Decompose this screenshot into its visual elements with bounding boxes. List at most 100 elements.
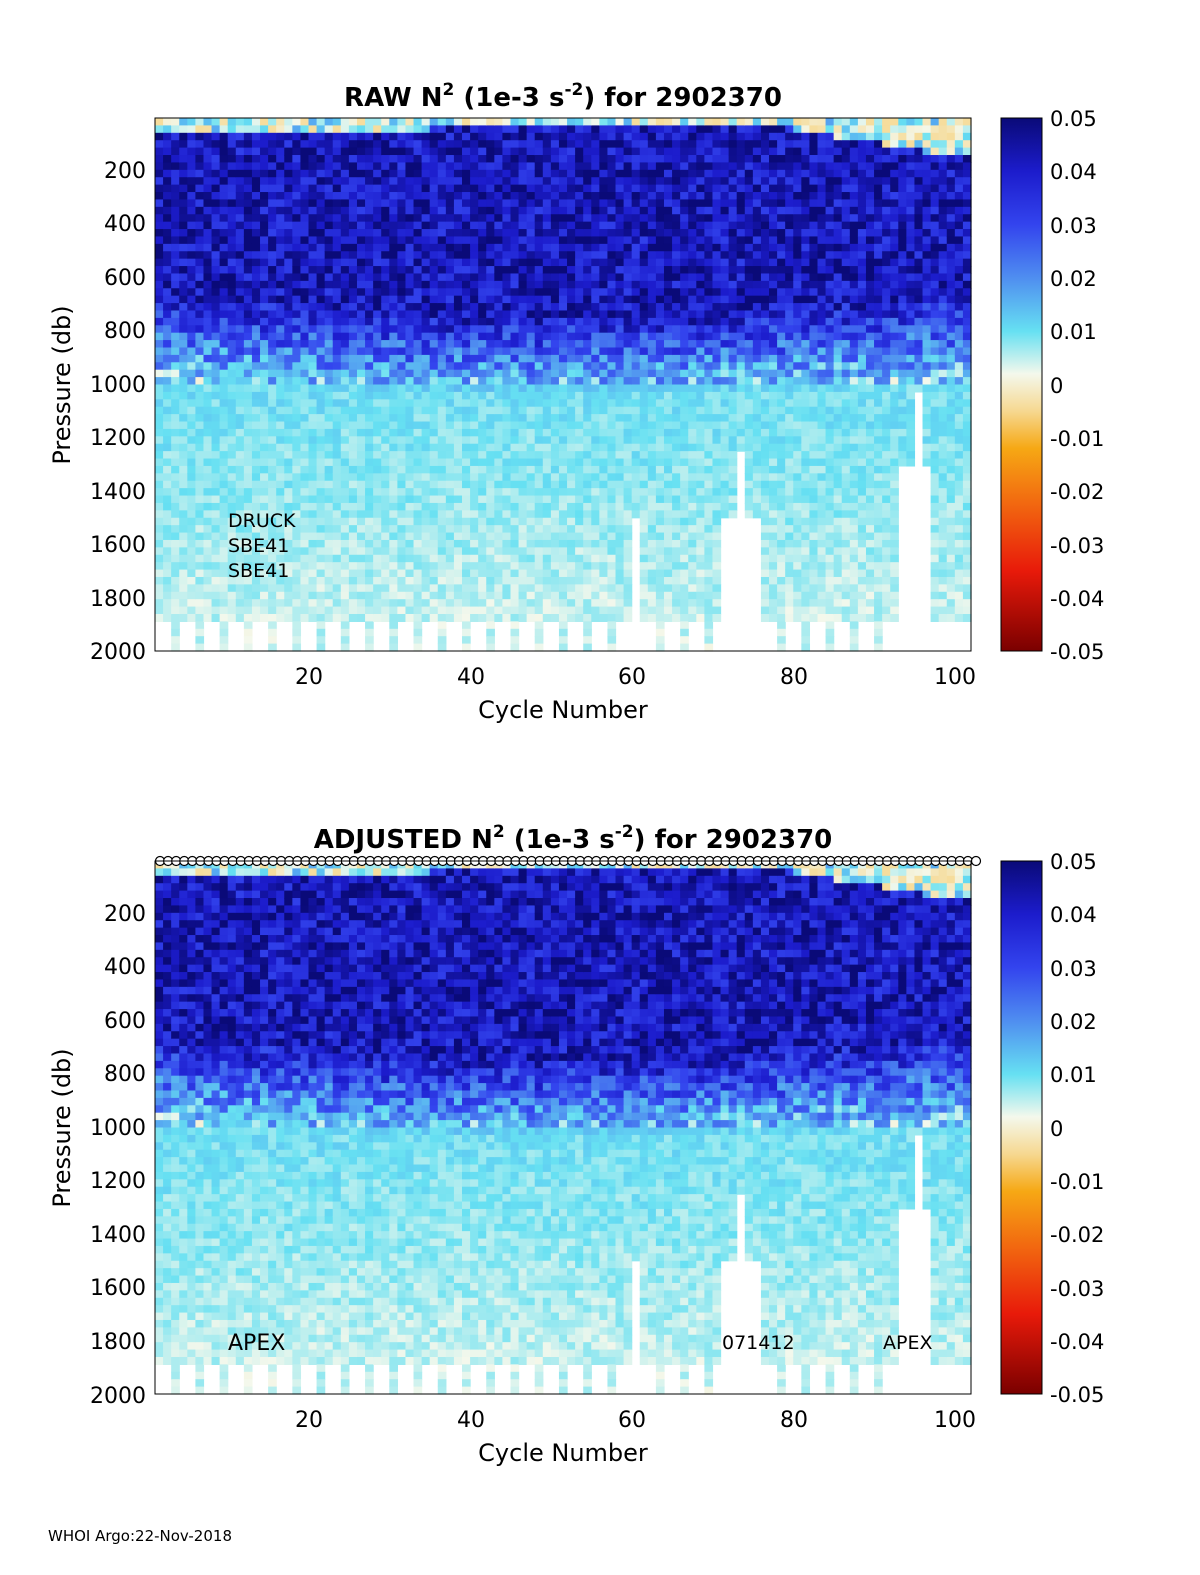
heatmap-cell xyxy=(381,391,390,400)
heatmap-cell xyxy=(308,354,318,363)
heatmap-cell xyxy=(623,377,633,386)
heatmap-cell xyxy=(680,295,689,304)
heatmap-cell xyxy=(300,369,310,378)
heatmap-cell xyxy=(639,377,649,386)
heatmap-cell xyxy=(203,495,213,504)
heatmap-cell xyxy=(381,436,390,445)
heatmap-cell xyxy=(591,369,600,378)
heatmap-cell xyxy=(647,303,657,312)
heatmap-cell xyxy=(655,399,665,408)
heatmap-cell xyxy=(429,243,439,252)
heatmap-cell xyxy=(348,169,358,178)
heatmap-cell xyxy=(591,547,600,556)
heatmap-cell xyxy=(389,132,398,141)
heatmap-cell xyxy=(187,147,196,156)
heatmap-cell xyxy=(243,636,253,645)
heatmap-cell xyxy=(526,613,536,622)
heatmap-cell xyxy=(631,443,641,452)
heatmap-cell xyxy=(284,258,293,267)
heatmap-cell xyxy=(397,377,407,386)
heatmap-cell xyxy=(599,584,609,593)
heatmap-cell xyxy=(316,428,326,437)
heatmap-cell xyxy=(720,303,730,312)
heatmap-cell xyxy=(389,354,398,363)
heatmap-cell xyxy=(518,236,528,245)
heatmap-cell xyxy=(445,236,455,245)
heatmap-cell xyxy=(647,273,657,282)
heatmap-cell xyxy=(453,303,463,312)
heatmap-cell xyxy=(251,606,261,615)
heatmap-cell xyxy=(365,251,374,260)
heatmap-cell xyxy=(365,399,374,408)
heatmap-cell xyxy=(623,465,633,474)
heatmap-cell xyxy=(453,576,463,585)
heatmap-cell xyxy=(300,251,310,260)
heatmap-cell xyxy=(736,391,746,400)
heatmap-cell xyxy=(171,214,180,223)
heatmap-cell xyxy=(453,347,463,356)
heatmap-cell xyxy=(639,273,649,282)
heatmap-cell xyxy=(235,221,245,230)
heatmap-cell xyxy=(445,399,455,408)
heatmap-cell xyxy=(558,258,568,267)
heatmap-cell xyxy=(567,266,576,275)
heatmap-cell xyxy=(373,495,382,504)
heatmap-cell xyxy=(227,340,237,349)
heatmap-cell xyxy=(235,229,245,238)
heatmap-cell xyxy=(470,436,479,445)
heatmap-cell xyxy=(631,162,641,171)
heatmap-cell xyxy=(655,155,665,164)
heatmap-cell xyxy=(227,258,237,267)
heatmap-cell xyxy=(356,132,366,141)
heatmap-cell xyxy=(365,384,374,393)
heatmap-cell xyxy=(623,458,633,467)
heatmap-cell xyxy=(534,206,544,215)
heatmap-cell xyxy=(558,643,568,652)
heatmap-cell xyxy=(470,199,479,208)
heatmap-cell xyxy=(583,169,592,178)
heatmap-cell xyxy=(518,206,528,215)
heatmap-cell xyxy=(373,443,382,452)
heatmap-cell xyxy=(647,377,657,386)
heatmap-cell xyxy=(607,251,617,260)
heatmap-cell xyxy=(672,599,681,608)
heatmap-cell xyxy=(365,569,374,578)
heatmap-cell xyxy=(332,199,342,208)
heatmap-cell xyxy=(607,458,617,467)
heatmap-cell xyxy=(672,495,681,504)
heatmap-cell xyxy=(663,140,673,149)
heatmap-cell xyxy=(203,480,213,489)
heatmap-cell xyxy=(365,118,374,126)
heatmap-cell xyxy=(397,428,407,437)
heatmap-cell xyxy=(680,266,689,275)
heatmap-cell xyxy=(187,502,196,511)
heatmap-cell xyxy=(680,414,689,423)
heatmap-cell xyxy=(510,206,520,215)
heatmap-cell xyxy=(243,377,253,386)
heatmap-cell xyxy=(445,525,455,534)
heatmap-cell xyxy=(260,147,269,156)
heatmap-cell xyxy=(163,391,172,400)
heatmap-cell xyxy=(720,480,730,489)
heatmap-cell xyxy=(381,517,390,526)
heatmap-cell xyxy=(445,147,455,156)
heatmap-cell xyxy=(663,569,673,578)
heatmap-cell xyxy=(453,340,463,349)
heatmap-cell xyxy=(712,258,722,267)
heatmap-cell xyxy=(437,591,447,600)
heatmap-cell xyxy=(332,391,342,400)
heatmap-cell xyxy=(688,155,697,164)
heatmap-cell xyxy=(292,214,302,223)
heatmap-cell xyxy=(736,428,746,437)
heatmap-cell xyxy=(680,362,689,371)
heatmap-cell xyxy=(518,502,528,511)
heatmap-cell xyxy=(510,525,520,534)
heatmap-cell xyxy=(324,495,334,504)
heatmap-cell xyxy=(324,288,334,297)
heatmap-cell xyxy=(365,258,374,267)
heatmap-cell xyxy=(518,547,528,556)
heatmap-cell xyxy=(163,377,172,386)
heatmap-cell xyxy=(607,384,617,393)
heatmap-cell xyxy=(478,606,487,615)
heatmap-cell xyxy=(219,377,229,386)
